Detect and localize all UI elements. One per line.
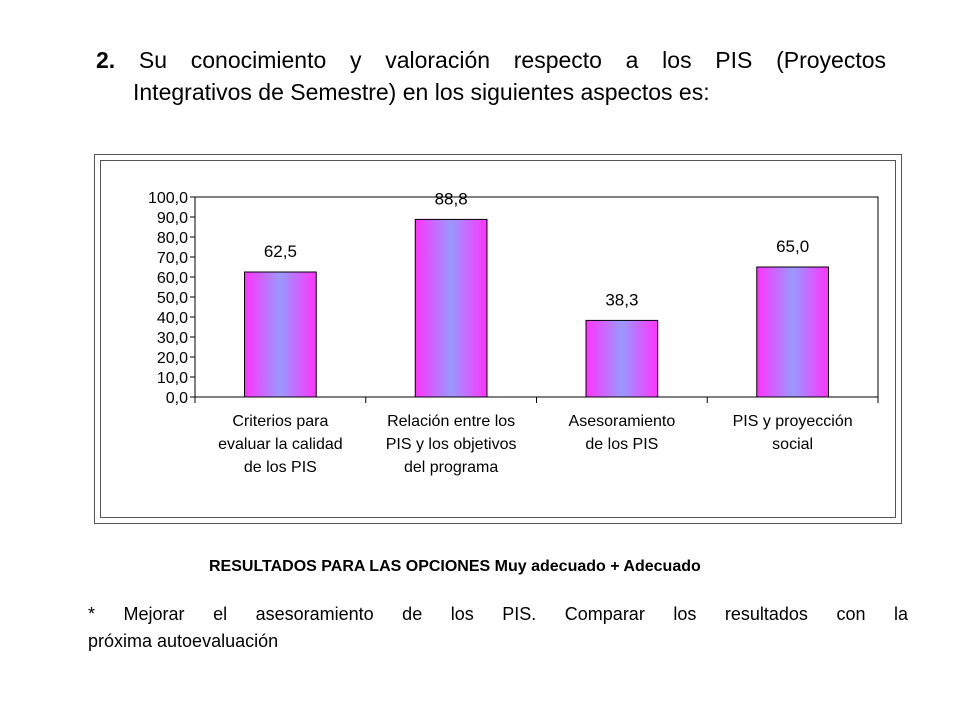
bars: 62,5 88,8 38,3 65,0	[244, 189, 829, 398]
y-tick-label: 80,0	[157, 230, 188, 247]
note-line-2: próxima autoevaluación	[88, 631, 279, 651]
question-text-line-2: Integrativos de Semestre) en los siguien…	[133, 79, 710, 105]
x-category-label-line: de los PIS	[585, 436, 658, 453]
y-tick-label: 60,0	[157, 270, 188, 287]
x-category-label-line: del programa	[404, 459, 498, 476]
x-category-label-line: Criterios para	[232, 413, 328, 430]
note: * Mejorar el asesoramiento de los PIS. C…	[88, 601, 908, 655]
x-category-label-line: social	[772, 436, 813, 453]
y-axis: 0,0 10,0 20,0 30,0 40,0 50,0 60,0 70,0 80,0 90,0 1…	[148, 190, 195, 407]
question-heading-line-1: 2. Su conocimiento y valoración respecto…	[96, 44, 886, 76]
y-tick-label: 10,0	[157, 370, 188, 387]
bar	[756, 266, 829, 398]
bar	[414, 218, 488, 398]
y-tick-label: 20,0	[157, 350, 188, 367]
y-tick-label: 70,0	[157, 250, 188, 267]
results-caption: RESULTADOS PARA LAS OPCIONES Muy adecuad…	[209, 558, 701, 575]
x-category-label: Asesoramiento de los PIS	[569, 413, 676, 453]
x-category-label-line: Asesoramiento	[569, 413, 676, 430]
chart-frame-inner-border	[100, 160, 896, 518]
x-category-label-line: PIS y los objetivos	[386, 436, 517, 453]
bar-value-label: 62,5	[264, 242, 297, 261]
y-tick-label: 90,0	[157, 210, 188, 227]
bar	[585, 319, 659, 398]
chart-frame: 0,0 10,0 20,0 30,0 40,0 50,0 60,0 70,0 80,0 90,0 1…	[94, 154, 902, 524]
y-tick-label: 0,0	[166, 390, 188, 407]
question-number: 2.	[96, 47, 116, 73]
x-category-label-line: Relación entre los	[387, 413, 515, 430]
bar	[244, 271, 317, 398]
y-tick-label: 100,0	[148, 190, 188, 207]
x-category-label-line: evaluar la calidad	[218, 436, 343, 453]
x-axis: Criterios para evaluar la calidad de los P…	[194, 397, 879, 476]
x-category-label: Criterios para evaluar la calidad de los P…	[218, 413, 343, 476]
bar-chart: 0,0 10,0 20,0 30,0 40,0 50,0 60,0 70,0 80,0 90,0 1…	[148, 189, 879, 476]
bar-value-label: 65,0	[776, 237, 809, 256]
question-text-line-1: Su conocimiento y valoración respecto a …	[138, 47, 887, 73]
bar-value-label: 38,3	[605, 290, 638, 309]
bar-value-label: 88,8	[435, 189, 468, 208]
question-heading: 2. Su conocimiento y valoración respecto…	[96, 44, 886, 108]
x-category-label-line: PIS y proyección	[733, 413, 853, 430]
y-tick-label: 50,0	[157, 290, 188, 307]
note-line-1: * Mejorar el asesoramiento de los PIS. C…	[88, 604, 908, 624]
x-category-label-line: de los PIS	[244, 459, 317, 476]
x-category-label: PIS y proyección social	[733, 413, 853, 453]
y-tick-label: 30,0	[157, 330, 188, 347]
y-tick-label: 40,0	[157, 310, 188, 327]
x-category-label: Relación entre los PIS y los objetivos del…	[386, 413, 517, 476]
